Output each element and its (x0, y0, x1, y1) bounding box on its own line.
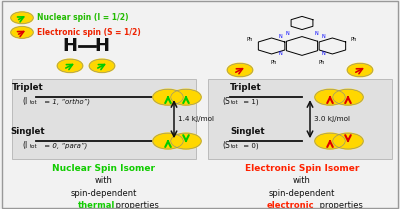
Text: N: N (322, 51, 326, 56)
Circle shape (333, 133, 363, 149)
Text: Nuclear spin (I = 1/2): Nuclear spin (I = 1/2) (37, 13, 128, 22)
Text: Triplet: Triplet (230, 83, 262, 92)
Circle shape (315, 133, 345, 149)
Text: = 0, “para”): = 0, “para”) (42, 142, 87, 149)
Text: (S: (S (222, 97, 230, 106)
Text: Singlet: Singlet (230, 127, 265, 136)
Text: tot: tot (30, 144, 38, 149)
Text: 3.0 kJ/mol: 3.0 kJ/mol (314, 116, 350, 122)
Text: tot: tot (230, 144, 238, 149)
Text: N: N (314, 31, 318, 36)
Text: (S: (S (222, 141, 230, 150)
Circle shape (315, 89, 345, 105)
Text: tot: tot (30, 100, 38, 105)
Text: (I: (I (22, 97, 27, 106)
Text: = 1): = 1) (241, 98, 259, 105)
Text: tot: tot (230, 100, 238, 105)
Text: thermal: thermal (78, 201, 115, 209)
Text: 1.4 kJ/mol: 1.4 kJ/mol (178, 116, 214, 122)
Text: Ph: Ph (351, 37, 357, 42)
Circle shape (11, 12, 33, 24)
Circle shape (171, 133, 201, 149)
Text: spin-dependent: spin-dependent (269, 189, 335, 198)
Text: (I: (I (22, 141, 27, 150)
Text: Electronic Spin Isomer: Electronic Spin Isomer (245, 164, 359, 173)
Text: Ph: Ph (247, 37, 253, 42)
Text: Electronic spin (S = 1/2): Electronic spin (S = 1/2) (37, 28, 140, 37)
Text: Singlet: Singlet (11, 127, 45, 136)
Text: Ph: Ph (271, 60, 277, 65)
Circle shape (227, 63, 253, 77)
Text: H: H (94, 37, 110, 55)
Circle shape (171, 89, 201, 105)
Text: H: H (62, 37, 78, 55)
Text: properties: properties (317, 201, 363, 209)
Circle shape (347, 63, 373, 77)
Circle shape (153, 133, 183, 149)
Text: Nuclear Spin Isomer: Nuclear Spin Isomer (52, 164, 156, 173)
Text: N: N (278, 34, 282, 39)
Circle shape (57, 59, 83, 73)
Text: = 0): = 0) (241, 142, 259, 149)
Text: = 1, “ortho”): = 1, “ortho”) (42, 98, 90, 105)
Bar (208, 79, 392, 159)
Circle shape (11, 27, 33, 38)
Text: spin-dependent: spin-dependent (71, 189, 137, 198)
Circle shape (153, 89, 183, 105)
Text: Ph: Ph (319, 60, 325, 65)
Text: Triplet: Triplet (12, 83, 44, 92)
Text: properties: properties (113, 201, 159, 209)
Text: N: N (322, 34, 326, 39)
Text: with: with (95, 176, 113, 185)
Bar (12, 79, 196, 159)
Circle shape (89, 59, 115, 73)
Text: N: N (278, 51, 282, 56)
Text: with: with (293, 176, 311, 185)
Text: electronic: electronic (267, 201, 314, 209)
Circle shape (333, 89, 363, 105)
Text: N: N (286, 31, 290, 36)
